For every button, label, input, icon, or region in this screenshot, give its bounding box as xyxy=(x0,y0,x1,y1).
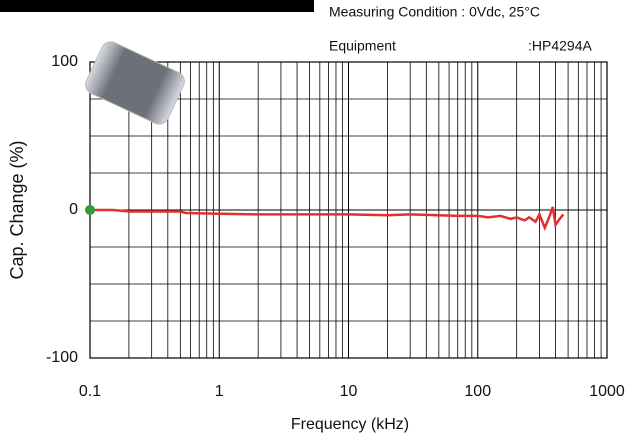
equipment-value: :HP4294A xyxy=(528,38,592,54)
x-axis-title: Frequency (kHz) xyxy=(291,416,409,433)
x-tick-label: 100 xyxy=(464,383,491,400)
capacitor-image xyxy=(85,41,185,125)
data-line xyxy=(90,206,565,232)
y-tick-label: 100 xyxy=(51,53,78,70)
y-tick-label: -100 xyxy=(46,349,78,366)
x-tick-label: 1 xyxy=(215,383,224,400)
x-tick-label: 0.1 xyxy=(79,383,101,400)
start-marker xyxy=(85,205,95,215)
header-bar xyxy=(0,0,314,12)
y-axis-title: Cap. Change (%) xyxy=(7,140,27,279)
x-tick-label: 10 xyxy=(340,383,358,400)
x-tick-label: 1000 xyxy=(589,383,625,400)
condition: Measuring Condition : 0Vdc, 25°C xyxy=(329,4,540,20)
y-tick-label: 0 xyxy=(69,201,78,218)
equipment-label: Equipment xyxy=(329,38,396,54)
